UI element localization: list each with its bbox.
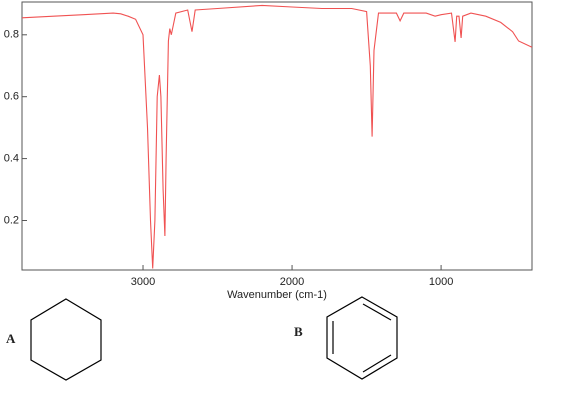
structure-b <box>326 296 398 380</box>
y-tick-label: 0.2 <box>4 214 19 226</box>
x-tick-label: 2000 <box>280 276 304 288</box>
structure-label: B <box>294 324 303 339</box>
x-axis-label: Wavenumber (cm-1) <box>227 289 327 301</box>
structure-label: A <box>6 331 16 346</box>
x-tick-label: 3000 <box>131 276 155 288</box>
structure-a <box>30 298 102 381</box>
spectrum-line <box>21 4 533 269</box>
cyclohexane <box>30 298 102 381</box>
benzene <box>326 296 398 380</box>
double-bond <box>362 303 392 321</box>
double-bond <box>362 354 392 373</box>
x-tick-label: 1000 <box>429 276 453 288</box>
y-tick-label: 0.8 <box>4 29 19 41</box>
y-tick-label: 0.4 <box>4 152 19 164</box>
y-tick-label: 0.6 <box>4 91 19 103</box>
plot-frame <box>21 1 533 271</box>
